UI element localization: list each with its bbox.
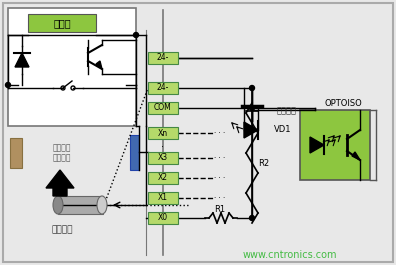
Bar <box>148 82 178 94</box>
Text: ·
·
·: · · · <box>162 130 164 164</box>
Text: · · ·: · · · <box>214 175 226 181</box>
Text: 24-: 24- <box>157 83 169 92</box>
Text: 接近开关: 接近开关 <box>53 153 71 162</box>
Bar <box>148 152 178 164</box>
Text: OPTOISO: OPTOISO <box>324 99 362 108</box>
Bar <box>8 8 136 126</box>
Text: 24-: 24- <box>157 54 169 63</box>
Polygon shape <box>46 170 74 196</box>
Text: R2: R2 <box>259 158 270 167</box>
Bar <box>300 110 370 180</box>
Text: VD1: VD1 <box>274 126 291 135</box>
Polygon shape <box>352 152 360 160</box>
Text: COM: COM <box>154 104 172 113</box>
Bar <box>58 196 103 214</box>
Polygon shape <box>15 53 29 67</box>
Polygon shape <box>244 122 258 138</box>
Ellipse shape <box>97 196 107 214</box>
Text: X2: X2 <box>158 174 168 183</box>
Circle shape <box>249 215 255 220</box>
Bar <box>148 192 178 204</box>
Text: X3: X3 <box>158 153 168 162</box>
Text: Xn: Xn <box>158 129 168 138</box>
Text: R1: R1 <box>215 205 226 214</box>
Text: 直流两线: 直流两线 <box>53 144 71 152</box>
Bar <box>28 14 96 32</box>
Text: 内置电源: 内置电源 <box>277 107 297 116</box>
Text: 外置电源: 外置电源 <box>51 226 73 235</box>
Circle shape <box>249 105 255 111</box>
Circle shape <box>6 82 11 87</box>
Bar <box>148 127 178 139</box>
Bar <box>148 172 178 184</box>
Text: · · ·: · · · <box>214 195 226 201</box>
Text: X0: X0 <box>158 214 168 223</box>
Bar <box>130 135 139 170</box>
Circle shape <box>249 86 255 91</box>
Bar <box>148 102 178 114</box>
Text: · · ·: · · · <box>214 155 226 161</box>
Bar <box>148 52 178 64</box>
Text: www.cntronics.com: www.cntronics.com <box>243 250 337 260</box>
Polygon shape <box>96 61 102 69</box>
Text: · · ·: · · · <box>214 130 226 136</box>
Text: X1: X1 <box>158 193 168 202</box>
Polygon shape <box>310 137 324 153</box>
Bar <box>10 138 22 168</box>
Text: 主电路: 主电路 <box>53 18 71 28</box>
Ellipse shape <box>53 196 63 214</box>
Circle shape <box>133 33 139 38</box>
Bar <box>148 212 178 224</box>
